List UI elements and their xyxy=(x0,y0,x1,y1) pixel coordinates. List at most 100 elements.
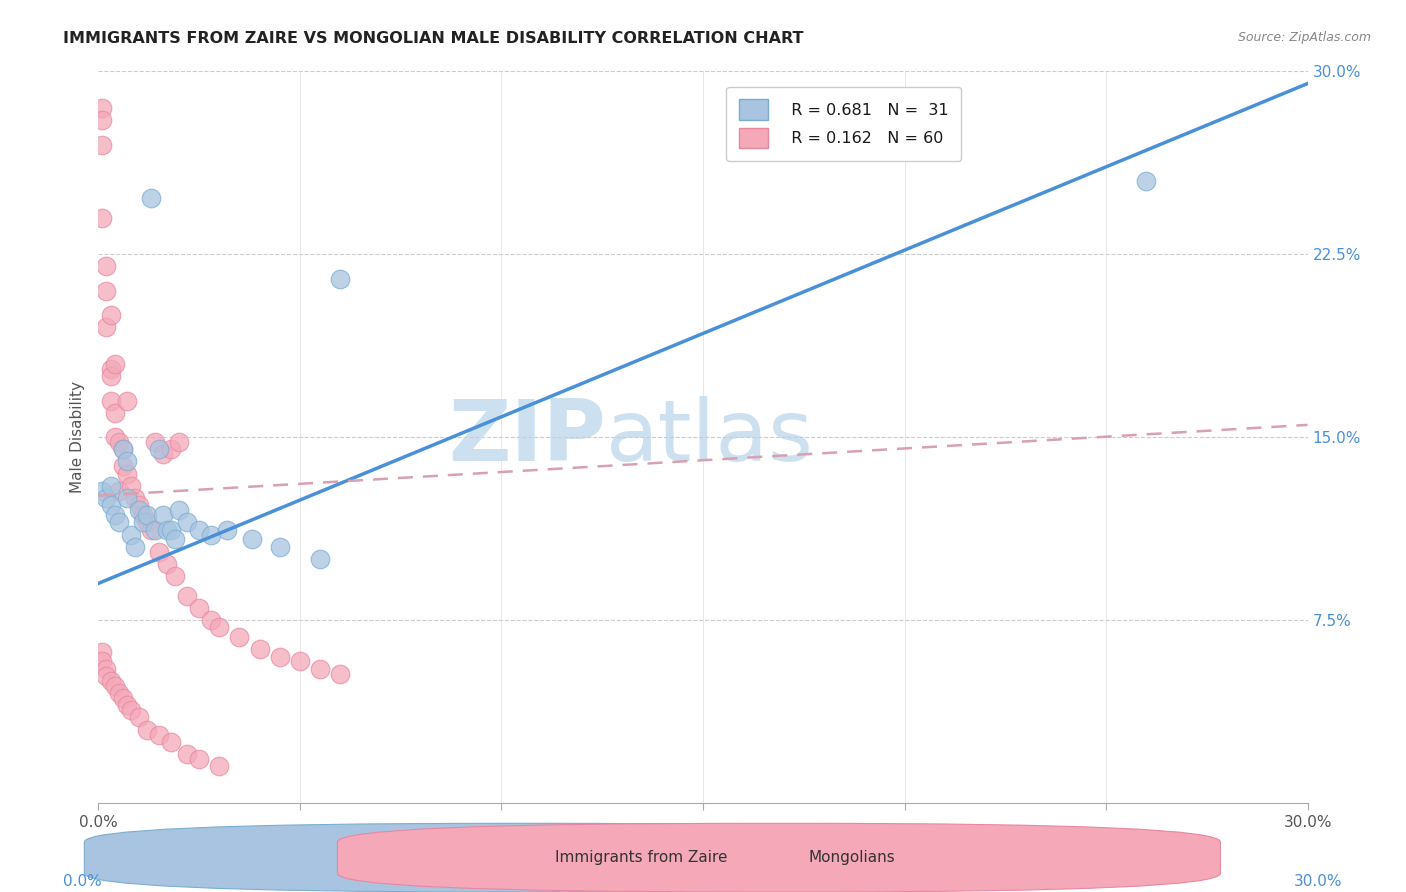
Point xyxy=(115,454,138,468)
Point xyxy=(111,442,134,457)
Point xyxy=(128,710,150,724)
Text: IMMIGRANTS FROM ZAIRE VS MONGOLIAN MALE DISABILITY CORRELATION CHART: IMMIGRANTS FROM ZAIRE VS MONGOLIAN MALE … xyxy=(63,31,804,46)
Point xyxy=(200,527,222,541)
Text: Source: ZipAtlas.com: Source: ZipAtlas.com xyxy=(1237,31,1371,45)
Point xyxy=(135,516,157,530)
Point xyxy=(240,533,263,547)
Point xyxy=(200,613,222,627)
Point xyxy=(176,747,198,761)
FancyBboxPatch shape xyxy=(84,823,967,892)
Point xyxy=(96,320,118,334)
Point xyxy=(100,369,122,384)
Point xyxy=(148,442,170,457)
Point xyxy=(107,483,129,498)
Point xyxy=(329,271,352,285)
Point xyxy=(100,393,122,408)
Point xyxy=(188,600,211,615)
Point xyxy=(309,552,332,566)
Point xyxy=(103,357,125,371)
Point xyxy=(163,533,186,547)
Point xyxy=(135,508,157,522)
Point xyxy=(143,523,166,537)
Point xyxy=(167,503,190,517)
Point xyxy=(135,723,157,737)
Point xyxy=(132,516,155,530)
Text: Immigrants from Zaire: Immigrants from Zaire xyxy=(555,850,728,865)
Point xyxy=(163,569,186,583)
Point xyxy=(124,540,146,554)
Point xyxy=(152,447,174,461)
Point xyxy=(152,508,174,522)
Point xyxy=(91,101,114,115)
Point xyxy=(160,442,183,457)
Point xyxy=(100,499,122,513)
Point xyxy=(100,673,122,688)
Point xyxy=(228,630,250,644)
Point xyxy=(288,654,311,668)
Point xyxy=(115,393,138,408)
Point xyxy=(91,483,114,498)
Point xyxy=(139,523,162,537)
Text: ZIP: ZIP xyxy=(449,395,606,479)
Point xyxy=(1135,174,1157,188)
Point xyxy=(188,523,211,537)
Point xyxy=(103,679,125,693)
Point xyxy=(156,557,179,571)
Point xyxy=(208,759,231,773)
Point xyxy=(107,434,129,449)
Point xyxy=(132,508,155,522)
Point xyxy=(148,727,170,741)
Point xyxy=(143,434,166,449)
Point xyxy=(91,113,114,128)
Point xyxy=(269,649,291,664)
Point xyxy=(128,499,150,513)
Point xyxy=(100,308,122,322)
Point xyxy=(120,479,142,493)
Point xyxy=(309,662,332,676)
Point xyxy=(120,703,142,717)
Point xyxy=(115,698,138,713)
Point xyxy=(176,516,198,530)
Point xyxy=(96,260,118,274)
FancyBboxPatch shape xyxy=(337,823,1220,892)
Point xyxy=(100,361,122,376)
Point xyxy=(107,516,129,530)
Point xyxy=(124,491,146,505)
Point xyxy=(156,523,179,537)
Point xyxy=(160,523,183,537)
Point xyxy=(91,137,114,152)
Point xyxy=(249,642,271,657)
Legend:   R = 0.681   N =  31,   R = 0.162   N = 60: R = 0.681 N = 31, R = 0.162 N = 60 xyxy=(727,87,962,161)
Text: Mongolians: Mongolians xyxy=(808,850,896,865)
Point xyxy=(111,442,134,457)
Point xyxy=(188,752,211,766)
Point xyxy=(128,503,150,517)
Point xyxy=(103,406,125,420)
Point xyxy=(91,645,114,659)
Text: atlas: atlas xyxy=(606,395,814,479)
Point xyxy=(111,459,134,474)
Point xyxy=(96,669,118,683)
Point xyxy=(103,430,125,444)
Point xyxy=(115,467,138,481)
Point xyxy=(148,544,170,558)
Point xyxy=(91,211,114,225)
Point xyxy=(269,540,291,554)
Point xyxy=(107,686,129,700)
Point xyxy=(329,666,352,681)
Point xyxy=(120,527,142,541)
Point xyxy=(91,654,114,668)
Point xyxy=(139,191,162,205)
Point xyxy=(100,479,122,493)
Point xyxy=(111,690,134,705)
Point xyxy=(96,284,118,298)
Text: 0.0%: 0.0% xyxy=(63,874,103,888)
Point xyxy=(103,508,125,522)
Text: 30.0%: 30.0% xyxy=(1295,874,1343,888)
Point xyxy=(167,434,190,449)
Point xyxy=(160,735,183,749)
Point xyxy=(96,491,118,505)
Point xyxy=(176,589,198,603)
Y-axis label: Male Disability: Male Disability xyxy=(69,381,84,493)
Point xyxy=(208,620,231,634)
